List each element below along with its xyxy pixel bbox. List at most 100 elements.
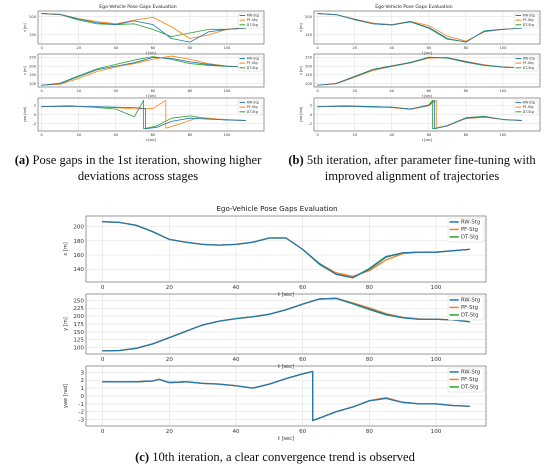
chart-a-subplot-1: 0 20 40 60 80 100 150 200 t [sec] x [m] RW-StgPF-S… <box>23 10 265 55</box>
series-line-rw-stg <box>41 105 246 130</box>
series-line-pf-stg <box>102 297 470 352</box>
x-tick-label: 80 <box>188 133 193 137</box>
legend-label-dt-stg: DT-Stg <box>247 66 258 70</box>
series-line-dt-stg <box>102 297 470 352</box>
y-tick-label: 3 <box>80 370 84 376</box>
caption-c-text: 10th iteration, a clear convergence tren… <box>152 450 415 464</box>
legend-box <box>447 295 485 321</box>
x-tick-label: 100 <box>224 133 232 137</box>
chart-c-title: Ego-Vehicle Pose Gaps Evaluation <box>216 204 337 213</box>
x-axis-label: t [sec] <box>422 51 432 55</box>
x-axis-label: t [sec] <box>146 94 156 98</box>
y-axis-label: yaw [rad] <box>299 107 303 122</box>
x-tick-label: 60 <box>427 46 432 50</box>
y-tick-label: 0 <box>310 113 313 117</box>
chart-b-subplot-2: 0 20 40 60 80 100 100 150 200 250 t [sec] y [m] RW-S… <box>299 53 541 98</box>
x-tick-label: 60 <box>151 89 156 93</box>
y-tick-label: 100 <box>29 82 37 86</box>
chart-a-subplot-3: 0 20 40 60 80 100 -2 0 2 t [sec] yaw [rad] RW-StgPF… <box>23 97 265 142</box>
y-tick-label: 100 <box>305 82 313 86</box>
x-tick-label: 20 <box>76 46 81 50</box>
series-line-rw-stg <box>102 297 470 352</box>
caption-c-tag: (c) <box>135 450 150 464</box>
x-tick-label: 100 <box>431 357 442 363</box>
series-line-dt-stg <box>41 99 246 130</box>
x-tick-label: 60 <box>427 133 432 137</box>
x-tick-label: 80 <box>464 46 469 50</box>
x-tick-label: 60 <box>299 429 307 435</box>
y-tick-label: -2 <box>78 410 84 416</box>
legend-label-pf-stg: PF-Stg <box>247 61 258 65</box>
y-axis-label: y [m] <box>63 317 69 330</box>
y-axis-label: x [m] <box>299 23 303 32</box>
legend-label-rw-stg: RW-Stg <box>523 14 535 18</box>
chart-c-subplot-2: 0 20 40 60 80 100 100 125 150 175 200 225 250 t [sec]… <box>63 293 487 370</box>
legend-label-pf-stg: PF-Stg <box>247 105 258 109</box>
y-tick-label: 125 <box>73 338 84 344</box>
legend-box <box>513 12 539 29</box>
y-tick-label: 250 <box>73 298 84 304</box>
x-tick-label: 100 <box>431 285 442 291</box>
y-axis-label: yaw [rad] <box>63 384 69 408</box>
plot-frame <box>313 53 541 88</box>
x-tick-label: 80 <box>464 89 469 93</box>
chart-a-subplot-2: 0 20 40 60 80 100 100 150 200 250 t [sec] y [m] RW-S… <box>23 53 265 98</box>
x-tick-label: 60 <box>151 133 156 137</box>
plot-frame <box>85 365 487 427</box>
legend-box <box>513 99 539 116</box>
y-tick-label: 2 <box>310 104 312 108</box>
legend-label-dt-stg: DT-Stg <box>247 110 258 114</box>
series-line-rw-stg <box>317 57 522 86</box>
x-tick-label: 0 <box>41 89 44 93</box>
x-tick-label: 0 <box>101 285 105 291</box>
legend-label-pf-stg: PF-Stg <box>247 18 258 22</box>
legend-label-rw-stg: RW-Stg <box>461 220 480 226</box>
legend-label-pf-stg: PF-Stg <box>523 105 534 109</box>
y-tick-label: 150 <box>305 73 313 77</box>
series-line-rw-stg <box>41 13 246 43</box>
x-tick-label: 0 <box>101 357 105 363</box>
x-tick-label: 20 <box>352 133 357 137</box>
x-tick-label: 40 <box>232 429 240 435</box>
y-tick-label: 100 <box>73 346 84 352</box>
chart-b-subplot-1: 0 20 40 60 80 100 150 200 t [sec] x [m] RW-StgPF-S… <box>299 10 541 55</box>
x-tick-label: 20 <box>76 133 81 137</box>
legend-label-pf-stg: PF-Stg <box>523 18 534 22</box>
legend-label-rw-stg: RW-Stg <box>461 370 480 376</box>
y-tick-label: 250 <box>29 56 37 60</box>
x-tick-label: 100 <box>500 133 508 137</box>
x-tick-label: 80 <box>366 285 374 291</box>
plot-frame <box>37 10 265 45</box>
legend-label-pf-stg: PF-Stg <box>461 305 478 311</box>
legend-label-rw-stg: RW-Stg <box>461 298 480 304</box>
legend-box <box>513 55 539 72</box>
caption-b: (b) 5th iteration, after parameter fine-… <box>278 152 546 184</box>
x-tick-label: 40 <box>114 133 119 137</box>
legend-label-rw-stg: RW-Stg <box>247 14 259 18</box>
x-tick-label: 80 <box>188 89 193 93</box>
x-tick-label: 0 <box>317 46 320 50</box>
plot-frame <box>85 293 487 355</box>
legend-label-rw-stg: RW-Stg <box>247 101 259 105</box>
x-tick-label: 20 <box>76 89 81 93</box>
y-tick-label: 2 <box>80 378 84 384</box>
legend-label-dt-stg: DT-Stg <box>523 23 534 27</box>
x-tick-label: 40 <box>232 357 240 363</box>
x-tick-label: 40 <box>390 46 395 50</box>
series-line-pf-stg <box>317 57 522 86</box>
legend-label-rw-stg: RW-Stg <box>523 101 535 105</box>
x-axis-label: t [sec] <box>278 436 294 442</box>
series-line-rw-stg <box>41 57 246 86</box>
series-line-pf-stg <box>41 55 246 86</box>
plot-frame <box>313 10 541 45</box>
legend-box <box>237 99 263 116</box>
